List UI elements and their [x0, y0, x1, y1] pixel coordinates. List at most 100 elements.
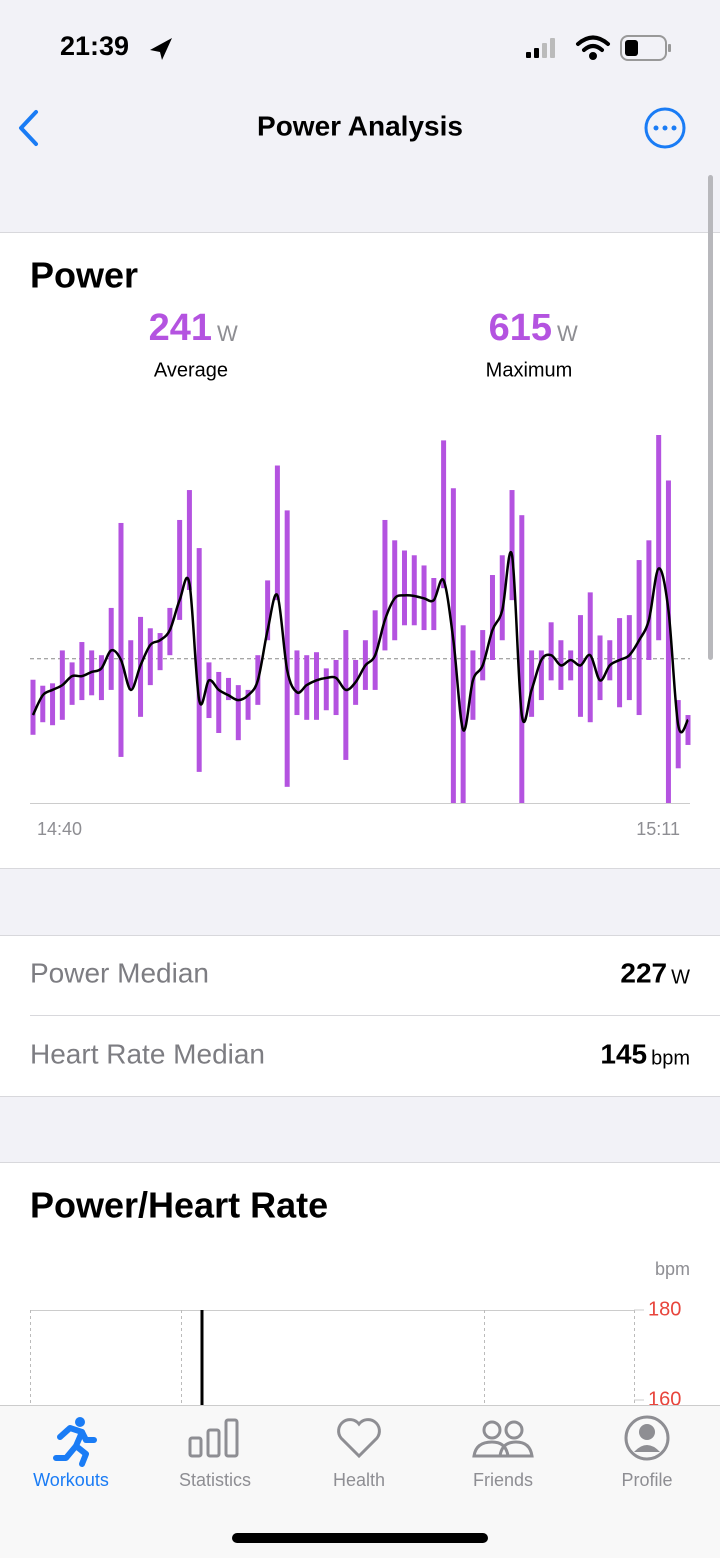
- stat-label: Maximum: [486, 359, 573, 381]
- bar: [441, 440, 447, 589]
- bar: [314, 652, 320, 720]
- stat-unit: W: [217, 321, 238, 346]
- bar: [177, 519, 183, 620]
- stat-label: Average: [154, 359, 228, 381]
- section-title: Power/Heart Rate: [30, 1185, 328, 1226]
- bar: [157, 633, 163, 671]
- scrollbar: [708, 175, 713, 660]
- statistics-icon: [188, 1418, 239, 1458]
- nav-title: Power Analysis: [257, 110, 463, 141]
- row-value: 227: [620, 957, 667, 988]
- bar: [665, 480, 671, 803]
- bar: [509, 490, 515, 601]
- bar: [382, 519, 388, 651]
- bar: [265, 580, 271, 641]
- tab-bar: Workouts Statistics Health Friends Profile: [0, 1405, 720, 1558]
- y-tick-label: 180: [648, 1298, 681, 1320]
- bar: [30, 679, 36, 735]
- more-button[interactable]: [644, 107, 686, 149]
- workouts-icon: [53, 1417, 97, 1467]
- tab-label[interactable]: Statistics: [179, 1470, 251, 1490]
- tab-label[interactable]: Workouts: [33, 1470, 109, 1490]
- health-icon: [337, 1418, 381, 1459]
- bar: [40, 685, 46, 723]
- tab-label[interactable]: Friends: [473, 1470, 533, 1490]
- section-title: Power: [30, 255, 138, 296]
- row-label: Heart Rate Median: [30, 1038, 265, 1069]
- bar: [529, 650, 535, 717]
- power-hr-chart: 180 160: [30, 1298, 681, 1410]
- bar: [304, 655, 310, 720]
- bar: [226, 677, 232, 701]
- bar: [108, 607, 114, 690]
- power-card: [0, 232, 720, 868]
- profile-icon: [624, 1415, 670, 1461]
- bar: [626, 615, 632, 701]
- bar: [538, 650, 544, 701]
- bar: [372, 610, 378, 690]
- bar: [294, 650, 300, 716]
- tab-label[interactable]: Health: [333, 1470, 385, 1490]
- tab-bar-bg: [0, 1405, 720, 1558]
- bar: [206, 662, 212, 719]
- bar: [431, 578, 437, 631]
- bar: [411, 555, 417, 626]
- bar: [323, 668, 329, 711]
- battery-icon: [620, 35, 671, 61]
- bar: [79, 642, 85, 701]
- stat-unit: W: [557, 321, 578, 346]
- bar: [489, 575, 495, 660]
- bar: [284, 510, 290, 787]
- location-icon: [150, 38, 172, 60]
- x-tick-label: 15:11: [636, 819, 680, 839]
- bar: [98, 655, 104, 701]
- bar: [617, 618, 623, 708]
- bar: [480, 630, 486, 681]
- bar: [128, 640, 134, 690]
- bar: [607, 640, 613, 681]
- signal-icon: [526, 38, 555, 58]
- friends-icon: [472, 1420, 534, 1458]
- status-time: 21:39: [60, 31, 129, 61]
- bar: [392, 540, 398, 641]
- bar: [685, 715, 691, 745]
- bar: [401, 550, 407, 626]
- power-chart: 14:40 15:11: [30, 435, 691, 839]
- bar: [196, 548, 202, 772]
- home-indicator: [232, 1533, 488, 1543]
- bar: [216, 671, 222, 733]
- bar: [245, 689, 251, 720]
- bar: [460, 625, 466, 803]
- bar: [235, 685, 241, 741]
- row-unit: bpm: [651, 1047, 690, 1069]
- wifi-icon: [576, 35, 610, 60]
- bar: [499, 555, 505, 641]
- bar: [118, 522, 124, 757]
- bar: [675, 700, 681, 769]
- y-tick-label: 160: [648, 1388, 681, 1410]
- bar: [333, 659, 339, 716]
- row-label: Power Median: [30, 957, 209, 988]
- bar: [636, 560, 642, 716]
- row-unit: W: [671, 966, 690, 988]
- y-unit: bpm: [655, 1259, 690, 1279]
- tab-label[interactable]: Profile: [621, 1470, 672, 1490]
- stat-value: 241: [149, 307, 212, 349]
- bar: [50, 683, 56, 726]
- bar: [274, 465, 280, 601]
- stat-value: 615: [489, 307, 552, 349]
- bar: [519, 515, 525, 803]
- bar: [343, 630, 349, 760]
- x-tick-label: 14:40: [37, 819, 82, 839]
- bar: [186, 490, 192, 590]
- bar: [568, 650, 574, 681]
- bar: [646, 540, 652, 660]
- bar: [69, 662, 75, 705]
- trend-line: [31, 550, 690, 734]
- row-value: 145: [600, 1038, 647, 1069]
- bar: [656, 435, 662, 641]
- bar: [597, 635, 603, 701]
- back-button[interactable]: [19, 110, 38, 146]
